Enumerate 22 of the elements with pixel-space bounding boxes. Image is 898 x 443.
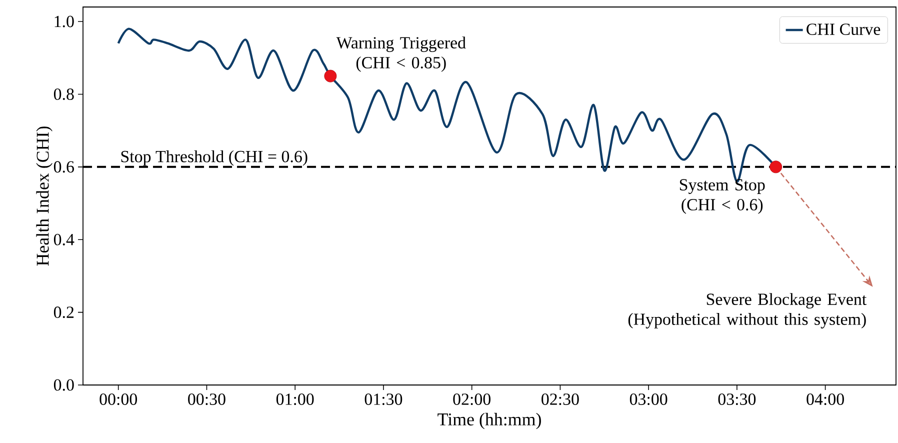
annotation: Severe Blockage Event (Hypothetical without this system) (628, 293, 867, 328)
x-tick-label: 03:30 (718, 394, 756, 406)
ref-line-label: Stop Threshold (CHI = 0.6) (121, 150, 308, 166)
x-axis-title: Time (hh:mm) (438, 412, 541, 430)
y-tick-label: 1.0 (54, 16, 74, 28)
y-tick-label: 0.0 (54, 379, 74, 391)
y-tick-label: 0.8 (54, 88, 74, 100)
x-tick-label: 01:00 (276, 394, 314, 406)
x-tick-label: 02:30 (542, 394, 579, 406)
y-tick-label: 0.4 (54, 234, 74, 246)
annotation: Warning Triggered (CHI < 0.85) (336, 36, 466, 72)
x-tick-label: 04:00 (806, 394, 844, 406)
y-tick-label: 0.2 (54, 306, 74, 318)
legend-label: CHI Curve (806, 24, 880, 36)
x-tick-label: 01:30 (364, 394, 402, 406)
y-tick-label: 0.6 (54, 161, 74, 173)
x-tick-label: 03:00 (630, 394, 668, 406)
x-tick-label: 00:00 (100, 394, 137, 406)
y-axis-title: Health Index (CHI) (36, 126, 52, 266)
annotation: System Stop (CHI < 0.6) (680, 179, 765, 214)
x-tick-label: 00:30 (188, 394, 226, 406)
x-tick-label: 02:00 (453, 394, 490, 406)
